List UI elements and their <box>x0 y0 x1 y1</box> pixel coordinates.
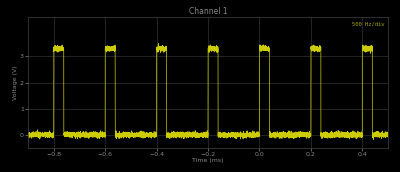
Title: Channel 1: Channel 1 <box>189 7 227 16</box>
Text: 500 Hz/div: 500 Hz/div <box>352 21 384 26</box>
Y-axis label: Voltage (V): Voltage (V) <box>14 65 18 100</box>
X-axis label: Time (ms): Time (ms) <box>192 158 224 163</box>
